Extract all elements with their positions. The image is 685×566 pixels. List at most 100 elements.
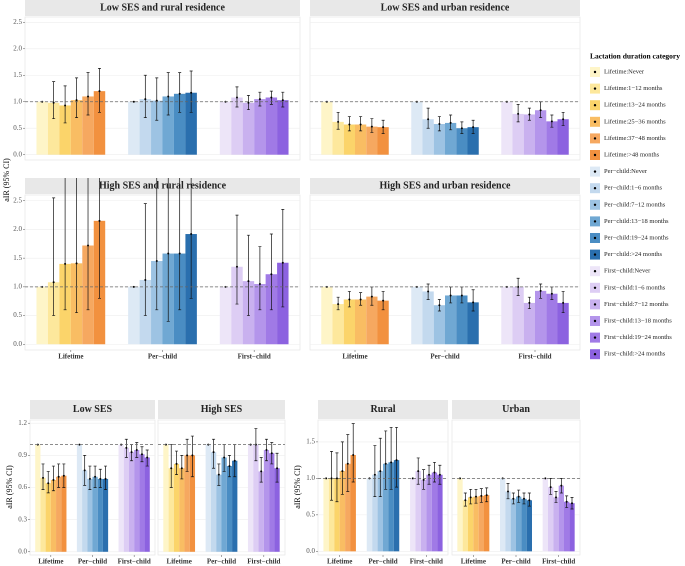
point — [175, 462, 178, 465]
legend-dot — [593, 270, 597, 273]
x-tick-label: Per−child — [501, 558, 530, 566]
y-tick-label: 1.2 — [18, 419, 27, 427]
bar — [231, 97, 243, 155]
point — [560, 484, 563, 487]
point — [382, 299, 385, 302]
point — [523, 497, 525, 500]
point — [144, 278, 147, 281]
x-tick-label: Lifetime — [38, 558, 63, 566]
legend-label: First−child:7−12 months — [604, 301, 669, 308]
error-bar — [57, 463, 61, 488]
point — [359, 298, 362, 301]
bar — [431, 472, 438, 552]
point — [427, 290, 430, 293]
legend-label: Per−child:Never — [604, 168, 648, 175]
point — [517, 495, 520, 498]
bar — [173, 463, 180, 552]
bar — [102, 478, 109, 552]
point — [190, 91, 193, 94]
point — [512, 497, 515, 500]
legend-dot — [593, 87, 597, 90]
bars — [163, 428, 280, 552]
y-tick-label: 0.0 — [306, 547, 315, 555]
y-tick-label: 0.3 — [18, 515, 27, 523]
point — [98, 219, 101, 222]
bar — [557, 302, 569, 345]
error-bar — [190, 435, 194, 478]
bar — [45, 483, 51, 552]
point — [449, 121, 452, 124]
error-bar — [378, 437, 382, 497]
strip — [318, 400, 448, 419]
bar — [265, 97, 278, 155]
bar — [415, 471, 421, 552]
bar — [258, 471, 264, 552]
point — [52, 281, 55, 284]
bar — [144, 457, 150, 552]
bar — [76, 444, 83, 552]
bars — [35, 438, 150, 552]
point — [260, 470, 263, 473]
point — [485, 494, 488, 497]
bar — [332, 121, 344, 155]
point — [550, 292, 553, 295]
legend-dot — [593, 303, 597, 306]
point — [346, 462, 349, 465]
bar — [219, 286, 232, 345]
point — [270, 96, 273, 99]
bar — [254, 99, 266, 155]
point — [417, 470, 420, 473]
point — [438, 122, 441, 125]
legend-label: Lifetime:Never — [604, 68, 645, 75]
y-tick-label: 1.0 — [13, 282, 22, 290]
point — [191, 454, 194, 457]
point — [475, 495, 477, 498]
error-bar — [88, 465, 92, 490]
legend-label: Per−child:7−12 months — [604, 201, 666, 208]
point — [373, 473, 376, 476]
point — [170, 467, 173, 470]
error-bar — [340, 441, 344, 495]
bar — [185, 92, 197, 155]
point — [180, 467, 183, 470]
bar — [82, 96, 94, 155]
point — [87, 95, 90, 98]
y-axis-label: aIR (95% CI) — [5, 465, 14, 509]
point — [539, 109, 542, 112]
bar — [323, 478, 329, 552]
point — [83, 469, 86, 472]
panel-title: Rural — [371, 404, 396, 415]
legend-dot — [593, 353, 597, 356]
bar — [97, 478, 103, 552]
y-tick-label: 1.0 — [13, 97, 22, 105]
point — [325, 477, 328, 480]
bars — [457, 477, 575, 552]
legend-label: Per−child:19−24 months — [604, 234, 669, 241]
point — [281, 99, 284, 102]
bar — [184, 455, 190, 552]
y-tick-label: 1.5 — [13, 254, 22, 262]
legend-dot — [593, 170, 597, 173]
legend-label: Lifetime:>48 months — [604, 151, 660, 158]
point — [469, 496, 472, 499]
y-tick-label: 0.6 — [18, 483, 27, 491]
strip — [25, 0, 300, 16]
bar — [118, 444, 124, 552]
bar — [553, 497, 559, 552]
point — [555, 496, 557, 499]
bar — [61, 475, 67, 552]
bar — [173, 93, 186, 155]
bar — [232, 460, 238, 552]
error-bar — [330, 451, 334, 501]
point — [270, 452, 273, 455]
panel-title: Urban — [502, 404, 530, 415]
bar — [411, 101, 423, 155]
legend-dot — [593, 120, 597, 124]
point — [98, 90, 101, 93]
bar — [433, 123, 445, 155]
point — [235, 265, 238, 268]
point — [62, 474, 65, 477]
error-bar — [63, 85, 67, 124]
point — [167, 95, 170, 98]
bar — [420, 479, 427, 552]
